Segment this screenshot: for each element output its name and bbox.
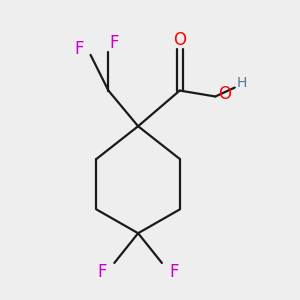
Text: O: O: [173, 31, 186, 49]
Text: F: F: [98, 263, 107, 281]
Text: H: H: [237, 76, 247, 90]
Text: O: O: [218, 85, 231, 103]
Text: F: F: [169, 263, 178, 281]
Text: F: F: [74, 40, 83, 58]
Text: F: F: [110, 34, 119, 52]
